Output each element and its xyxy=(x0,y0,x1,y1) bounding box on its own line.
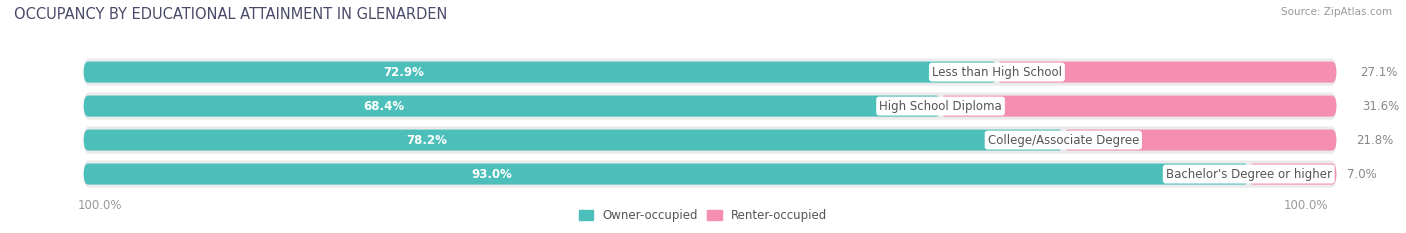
Text: High School Diploma: High School Diploma xyxy=(879,99,1002,113)
Text: 100.0%: 100.0% xyxy=(77,199,122,212)
FancyBboxPatch shape xyxy=(83,58,1337,86)
FancyBboxPatch shape xyxy=(83,130,1063,151)
FancyBboxPatch shape xyxy=(83,161,1337,188)
Text: Less than High School: Less than High School xyxy=(932,66,1062,79)
Text: OCCUPANCY BY EDUCATIONAL ATTAINMENT IN GLENARDEN: OCCUPANCY BY EDUCATIONAL ATTAINMENT IN G… xyxy=(14,7,447,22)
FancyBboxPatch shape xyxy=(83,93,1337,120)
FancyBboxPatch shape xyxy=(997,62,1337,83)
Text: 72.9%: 72.9% xyxy=(382,66,423,79)
Text: Source: ZipAtlas.com: Source: ZipAtlas.com xyxy=(1281,7,1392,17)
Text: 78.2%: 78.2% xyxy=(406,134,447,147)
FancyBboxPatch shape xyxy=(1249,164,1337,185)
Text: 93.0%: 93.0% xyxy=(471,168,512,181)
Text: 27.1%: 27.1% xyxy=(1360,66,1398,79)
FancyBboxPatch shape xyxy=(83,127,1337,154)
Legend: Owner-occupied, Renter-occupied: Owner-occupied, Renter-occupied xyxy=(574,205,832,227)
Text: College/Associate Degree: College/Associate Degree xyxy=(987,134,1139,147)
Text: 7.0%: 7.0% xyxy=(1347,168,1376,181)
Text: 100.0%: 100.0% xyxy=(1284,199,1329,212)
FancyBboxPatch shape xyxy=(83,62,997,83)
FancyBboxPatch shape xyxy=(83,96,941,117)
Text: 68.4%: 68.4% xyxy=(363,99,404,113)
Text: 21.8%: 21.8% xyxy=(1357,134,1393,147)
FancyBboxPatch shape xyxy=(83,164,1249,185)
FancyBboxPatch shape xyxy=(1063,130,1337,151)
FancyBboxPatch shape xyxy=(941,96,1337,117)
Text: Bachelor's Degree or higher: Bachelor's Degree or higher xyxy=(1166,168,1331,181)
Text: 31.6%: 31.6% xyxy=(1362,99,1400,113)
